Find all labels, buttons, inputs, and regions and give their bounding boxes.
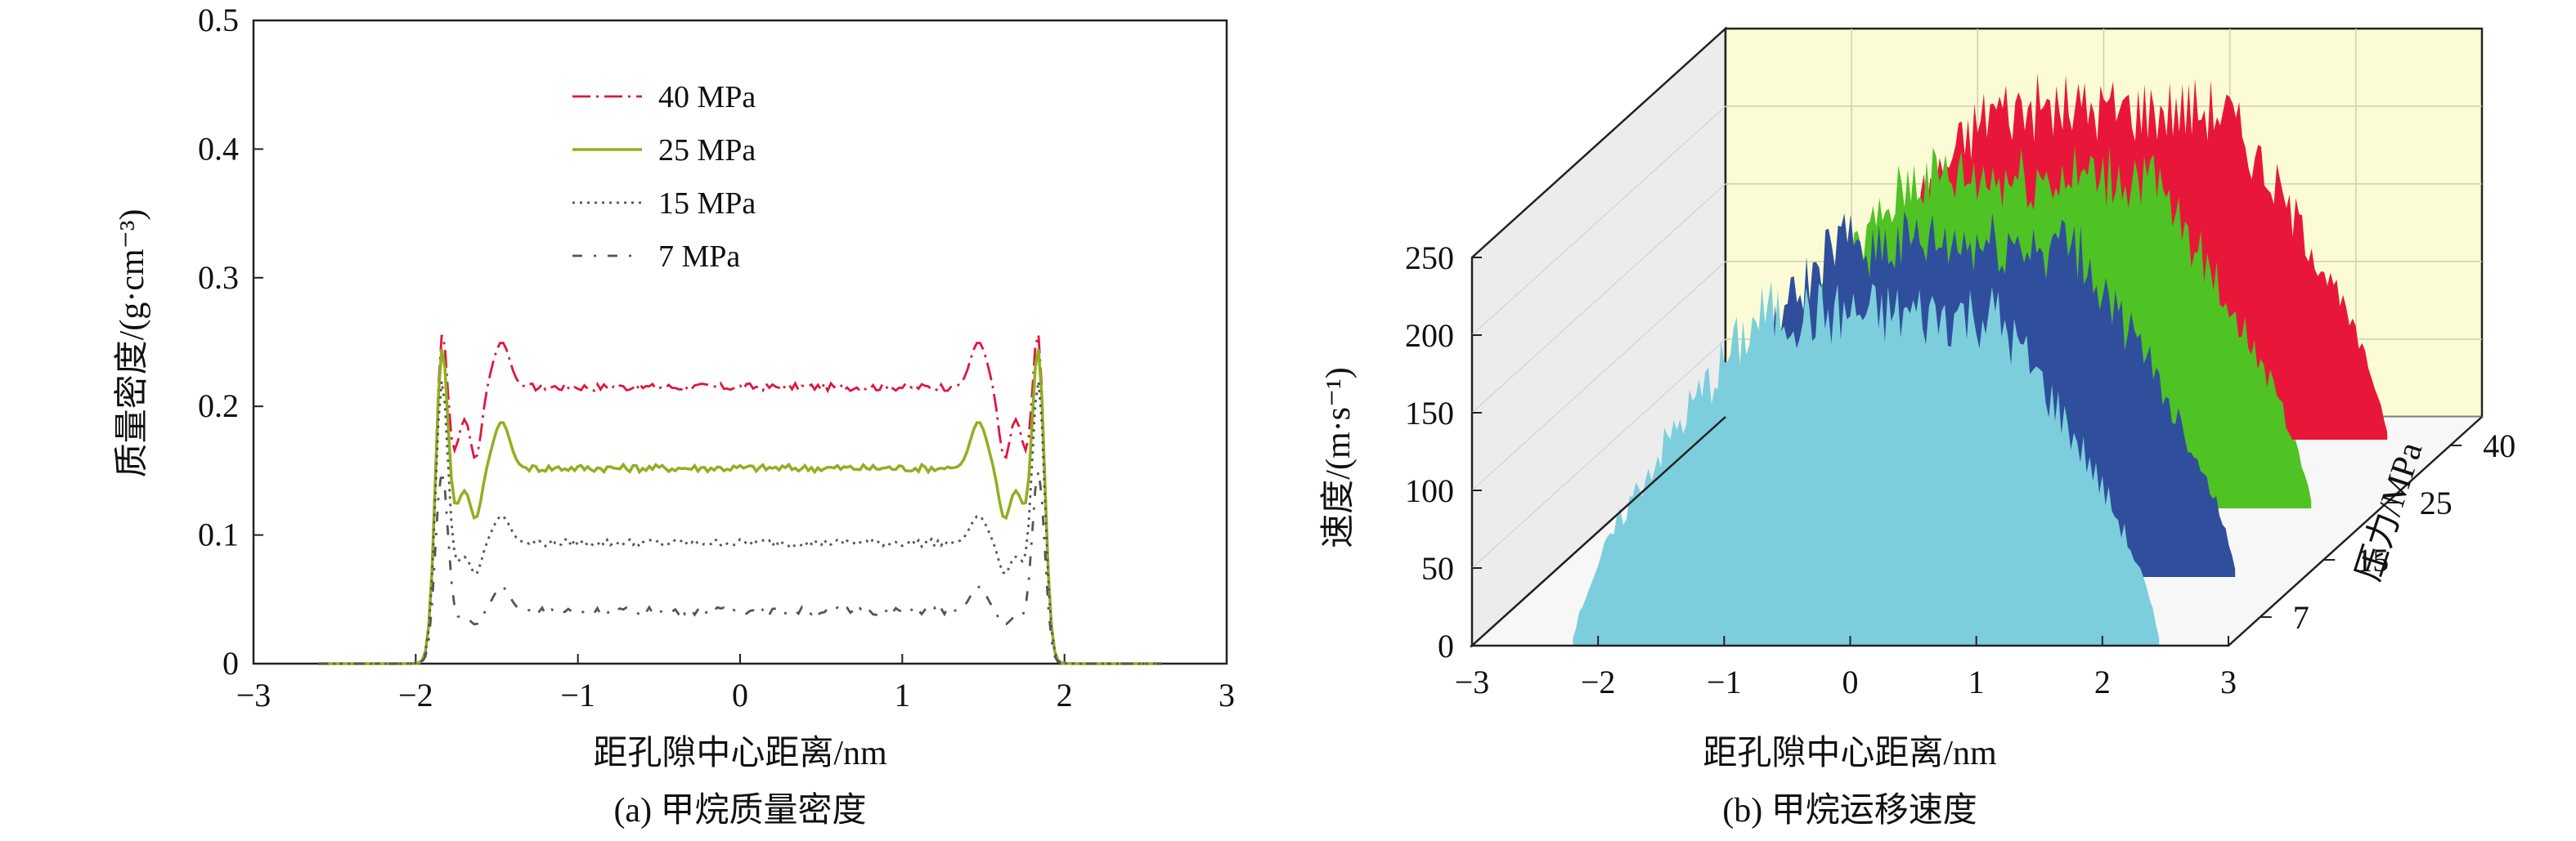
chart-a-legend: 40 MPa 25 MPa 15 MPa 7 MPa xyxy=(572,80,756,274)
chart-b-x-ticks: −3 −2 −1 0 1 2 3 xyxy=(1455,636,2237,700)
chart-b-series xyxy=(1469,73,2483,647)
chart-a-y-tick-label: 0.5 xyxy=(198,2,239,38)
chart-b-x-tick-label: 1 xyxy=(1968,664,1985,700)
chart-a-legend-label: 40 MPa xyxy=(658,80,756,114)
chart-a-x-tick-label: 0 xyxy=(732,677,748,714)
chart-b-x-tick-label: −1 xyxy=(1707,664,1742,700)
chart-b-z-ticks: 7 15 25 40 xyxy=(2260,427,2515,636)
chart-b-grid-line xyxy=(1471,261,1726,491)
chart-a-caption: (a) 甲烷质量密度 xyxy=(613,791,866,830)
chart-b-velocity: −3 −2 −1 0 1 2 3 0 50 100 150 200 250 7 15 25 40 距孔隙中心… xyxy=(1320,26,2515,830)
chart-b-z-tick-label: 7 xyxy=(2293,599,2309,636)
chart-a-y-ticks: 0 0.1 0.2 0.3 0.4 0.5 xyxy=(198,2,263,682)
chart-b-y-tick-label: 250 xyxy=(1405,239,1454,276)
chart-b-y-tick-label: 100 xyxy=(1405,472,1454,509)
chart-a-x-tick-label: 2 xyxy=(1057,677,1073,714)
chart-b-y-tick-label: 50 xyxy=(1421,550,1454,587)
chart-a-y-tick-label: 0 xyxy=(222,645,239,682)
chart-b-z-tick-label: 25 xyxy=(2420,485,2453,521)
chart-b-y-tick-label: 200 xyxy=(1405,317,1454,354)
chart-a-x-tick-label: −3 xyxy=(236,677,272,714)
chart-a-series-line xyxy=(318,381,1162,665)
chart-a-series-line xyxy=(318,348,1162,665)
chart-a-y-tick-label: 0.3 xyxy=(198,259,239,296)
chart-a-y-tick-label: 0.1 xyxy=(198,517,239,553)
chart-a-legend-label: 15 MPa xyxy=(658,186,756,221)
chart-b-x-tick-label: −3 xyxy=(1455,664,1490,700)
chart-a-legend-label: 25 MPa xyxy=(658,133,756,168)
chart-a-density: −3 −2 −1 0 1 2 3 0 0.1 0.2 0.3 0.4 0.5 40 MPa 25 MPa… xyxy=(113,2,1235,830)
chart-a-ylabel: 质量密度/(g·cm⁻³) xyxy=(113,209,151,478)
chart-a-series-line xyxy=(318,334,1162,665)
chart-a-x-tick-label: 1 xyxy=(894,677,910,714)
chart-a-x-tick-label: −2 xyxy=(398,677,433,714)
chart-b-x-tick-label: 2 xyxy=(2094,664,2111,700)
chart-b-z-tick-label: 15 xyxy=(2356,542,2389,579)
chart-a-x-tick-label: −1 xyxy=(560,677,595,714)
chart-b-x-tick-label: −2 xyxy=(1581,664,1616,700)
chart-b-y-tick-label: 0 xyxy=(1438,628,1454,664)
chart-b-x-tick-label: 3 xyxy=(2220,664,2237,700)
chart-b-z-tick-label: 40 xyxy=(2483,427,2515,464)
chart-b-y-ticks: 0 50 100 150 200 250 xyxy=(1405,239,1482,664)
chart-b-x-tick-label: 0 xyxy=(1842,664,1859,700)
chart-b-grid-line xyxy=(1471,183,1726,414)
chart-b-series-area xyxy=(1573,281,2160,646)
chart-b-grid-line xyxy=(1471,338,1726,569)
chart-a-y-tick-label: 0.2 xyxy=(198,387,239,424)
chart-a-plot-frame xyxy=(252,19,1228,665)
chart-b-caption: (b) 甲烷运移速度 xyxy=(1722,791,1977,830)
chart-b-ylabel: 速度/(m·s⁻¹) xyxy=(1320,367,1358,548)
chart-a-series-line xyxy=(318,470,1162,665)
chart-a-x-ticks: −3 −2 −1 0 1 2 3 xyxy=(236,654,1235,714)
chart-a-legend-label: 7 MPa xyxy=(658,239,740,274)
chart-a-xlabel: 距孔隙中心距离/nm xyxy=(593,734,887,772)
chart-a-series xyxy=(318,334,1162,665)
chart-b-y-tick-label: 150 xyxy=(1405,395,1454,432)
chart-a-y-tick-label: 0.4 xyxy=(198,130,239,167)
chart-b-grid-line xyxy=(1471,105,1726,336)
chart-a-x-tick-label: 3 xyxy=(1218,677,1235,714)
chart-b-xlabel: 距孔隙中心距离/nm xyxy=(1703,734,1997,772)
